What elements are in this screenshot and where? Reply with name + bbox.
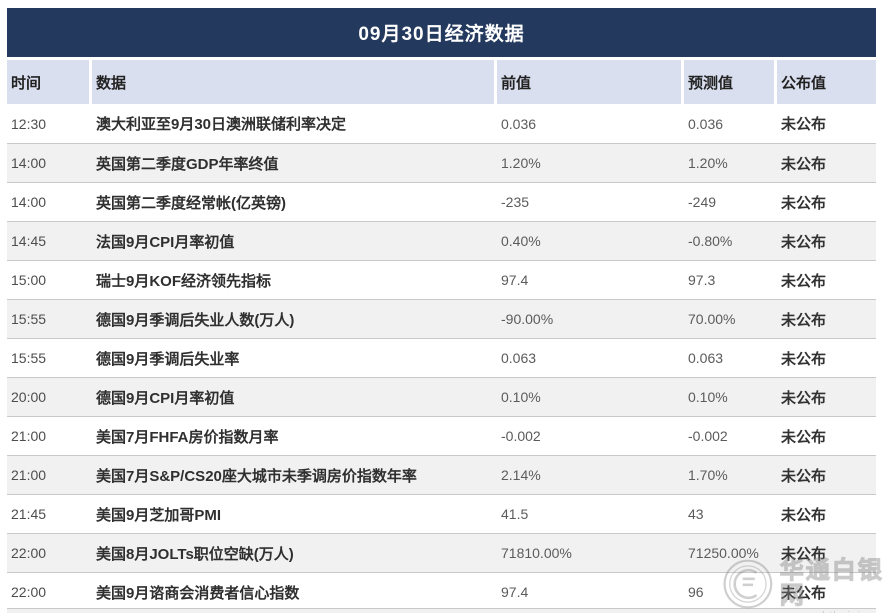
cell-published: 未公布 [781, 350, 827, 368]
cell-published: 未公布 [781, 428, 827, 446]
cell-time: 14:45 [11, 233, 47, 249]
cell-time: 21:00 [11, 467, 47, 483]
table-row: 14:00 英国第二季度经常帐(亿英镑) -235 -249 未公布 [7, 182, 876, 221]
cell-published: 未公布 [781, 155, 827, 173]
cell-data-name: 德国9月季调后失业率 [96, 350, 240, 368]
cell-published: 未公布 [781, 311, 827, 329]
cell-forecast: 97.3 [688, 272, 716, 288]
cell-published: 未公布 [781, 116, 827, 133]
cell-time: 15:00 [11, 272, 47, 288]
cell-time: 21:45 [11, 506, 47, 522]
cell-time: 12:30 [11, 115, 47, 132]
cell-published: 未公布 [781, 272, 827, 290]
cell-previous: -90.00% [501, 311, 554, 327]
cell-time: 15:55 [11, 350, 47, 366]
cell-forecast: 0.10% [688, 389, 728, 405]
cell-previous: 1.20% [501, 155, 541, 171]
table-row: 21:00 美国7月FHFA房价指数月率 -0.002 -0.002 未公布 [7, 416, 876, 455]
cell-time: 20:00 [11, 389, 47, 405]
cell-data-name: 法国9月CPI月率初值 [96, 233, 235, 251]
divider [7, 57, 876, 60]
cell-time: 14:00 [11, 194, 47, 210]
column-header-previous: 前值 [497, 60, 684, 104]
table-row: 22:00 美国9月谘商会消费者信心指数 97.4 96 未公布 [7, 572, 876, 611]
cell-time: 22:00 [11, 545, 47, 561]
cell-forecast: -0.002 [688, 428, 728, 444]
table-row: 15:55 德国9月季调后失业率 0.063 0.063 未公布 [7, 338, 876, 377]
cell-published: 未公布 [781, 545, 827, 563]
cell-forecast: -249 [688, 194, 717, 210]
cell-forecast: 0.036 [688, 115, 724, 132]
cell-forecast: 1.20% [688, 155, 728, 171]
table-row: 21:45 美国9月芝加哥PMI 41.5 43 未公布 [7, 494, 876, 533]
table-row: 14:00 英国第二季度GDP年率终值 1.20% 1.20% 未公布 [7, 143, 876, 182]
cell-published: 未公布 [781, 467, 827, 485]
cell-data-name: 英国第二季度GDP年率终值 [96, 155, 279, 173]
cell-time: 15:55 [11, 311, 47, 327]
cell-data-name: 德国9月CPI月率初值 [96, 389, 235, 407]
cell-data-name: 美国7月S&P/CS20座大城市未季调房价指数年率 [96, 467, 417, 485]
column-header-time: 时间 [7, 60, 92, 104]
column-header-published: 公布值 [777, 60, 876, 104]
cell-data-name: 瑞士9月KOF经济领先指标 [96, 272, 272, 290]
cell-forecast: 71250.00% [688, 545, 759, 561]
table-title-bar: 09月30日经济数据 [7, 8, 876, 57]
cell-time: 14:00 [11, 155, 47, 171]
cell-forecast: 1.70% [688, 467, 728, 483]
cell-previous: 0.036 [501, 115, 537, 132]
cell-data-name: 美国9月谘商会消费者信心指数 [96, 584, 300, 602]
cell-time: 22:00 [11, 584, 47, 600]
cell-previous: 0.40% [501, 233, 541, 249]
table-header-row: 时间 数据 前值 预测值 公布值 [7, 60, 876, 104]
cell-data-name: 澳大利亚至9月30日澳洲联储利率决定 [96, 116, 347, 133]
cell-data-name: 英国第二季度经常帐(亿英镑) [96, 194, 286, 212]
table-row: 14:45 法国9月CPI月率初值 0.40% -0.80% 未公布 [7, 221, 876, 260]
cell-published: 未公布 [781, 389, 827, 407]
table-row: 20:00 德国9月CPI月率初值 0.10% 0.10% 未公布 [7, 377, 876, 416]
cell-forecast: 70.00% [688, 311, 736, 327]
cell-previous: 97.4 [501, 272, 529, 288]
cell-previous: 71810.00% [501, 545, 572, 561]
column-header-data: 数据 [92, 60, 497, 104]
cell-data-name: 美国7月FHFA房价指数月率 [96, 428, 279, 446]
cell-data-name: 德国9月季调后失业人数(万人) [96, 311, 295, 329]
cell-previous: 0.10% [501, 389, 541, 405]
cell-time: 21:00 [11, 428, 47, 444]
table-body: 12:30 澳大利亚至9月30日澳洲联储利率决定 0.036 0.036 未公布… [7, 104, 876, 611]
table-row: 15:55 德国9月季调后失业人数(万人) -90.00% 70.00% 未公布 [7, 299, 876, 338]
page-title: 09月30日经济数据 [358, 24, 525, 45]
cell-forecast: 0.063 [688, 350, 724, 366]
cell-data-name: 美国9月芝加哥PMI [96, 506, 222, 524]
cell-previous: 41.5 [501, 506, 529, 522]
cell-forecast: 43 [688, 506, 704, 522]
cell-forecast: 96 [688, 584, 704, 600]
cell-published: 未公布 [781, 506, 827, 524]
table-row: 12:30 澳大利亚至9月30日澳洲联储利率决定 0.036 0.036 未公布 [7, 104, 876, 143]
table-row: 22:00 美国8月JOLTs职位空缺(万人) 71810.00% 71250.… [7, 533, 876, 572]
cell-published: 未公布 [781, 194, 827, 212]
cell-forecast: -0.80% [688, 233, 733, 249]
cell-published: 未公布 [781, 584, 827, 602]
next-row-partial [7, 608, 876, 613]
cell-data-name: 美国8月JOLTs职位空缺(万人) [96, 545, 294, 563]
cell-previous: 97.4 [501, 584, 529, 600]
cell-previous: -235 [501, 194, 530, 210]
column-header-forecast: 预测值 [684, 60, 777, 104]
table-row: 21:00 美国7月S&P/CS20座大城市未季调房价指数年率 2.14% 1.… [7, 455, 876, 494]
cell-previous: 2.14% [501, 467, 541, 483]
table-row: 15:00 瑞士9月KOF经济领先指标 97.4 97.3 未公布 [7, 260, 876, 299]
cell-published: 未公布 [781, 233, 827, 251]
cell-previous: -0.002 [501, 428, 541, 444]
cell-previous: 0.063 [501, 350, 537, 366]
